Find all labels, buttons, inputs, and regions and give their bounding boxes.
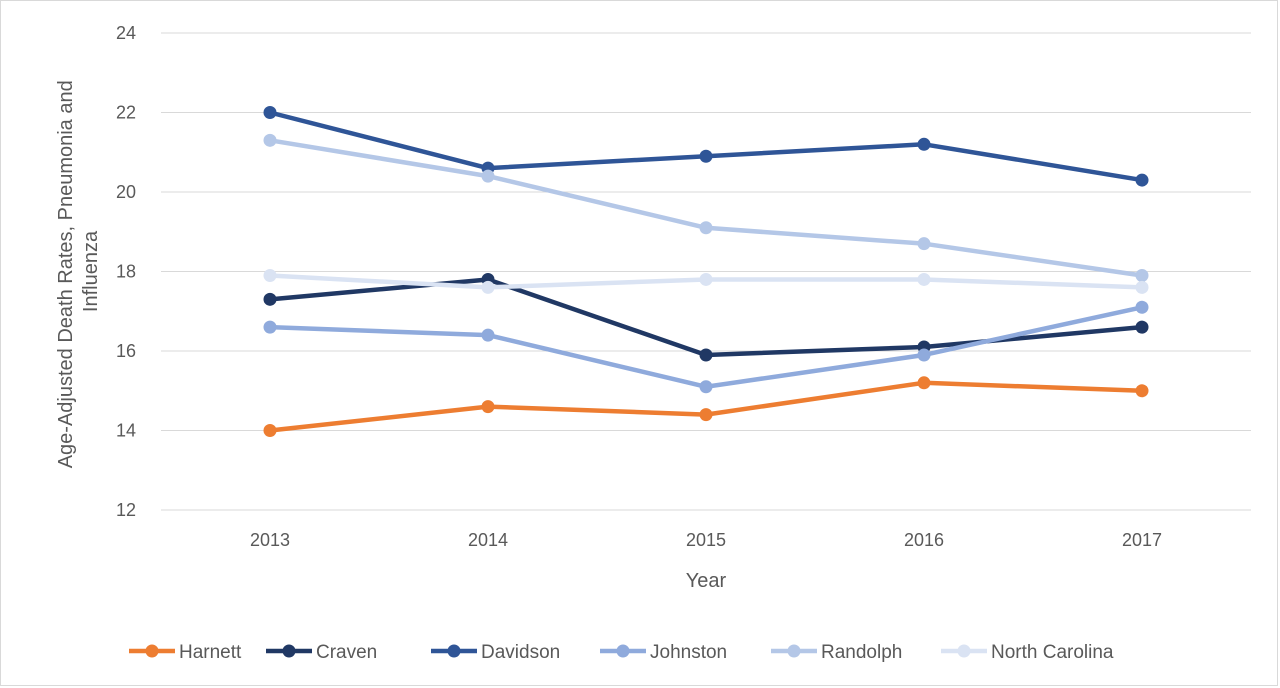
series-north-carolina bbox=[263, 268, 1149, 294]
x-tick-label: 2015 bbox=[686, 530, 726, 550]
y-axis-ticks: 12 14 16 18 20 22 24 bbox=[116, 23, 136, 520]
gridlines bbox=[161, 32, 1251, 511]
series-harnett bbox=[263, 376, 1149, 437]
series-line-johnston bbox=[267, 305, 1145, 390]
data-point-craven bbox=[699, 348, 713, 362]
data-point-harnett bbox=[263, 424, 277, 437]
legend-label: North Carolina bbox=[991, 642, 1114, 663]
data-point-craven bbox=[263, 292, 277, 306]
legend-item-johnston: Johnston bbox=[600, 642, 727, 663]
x-tick-label: 2016 bbox=[904, 530, 944, 550]
legend-swatch-marker bbox=[145, 644, 159, 658]
legend-swatch-marker bbox=[616, 644, 630, 658]
data-point-johnston bbox=[917, 348, 931, 362]
data-point-randolph bbox=[917, 237, 931, 251]
data-point-harnett bbox=[481, 400, 495, 414]
legend-swatch-marker bbox=[787, 644, 801, 658]
y-tick-label: 12 bbox=[116, 500, 136, 520]
data-point-north-carolina bbox=[917, 272, 931, 286]
y-axis-title-line-2: Influenza bbox=[80, 230, 102, 312]
y-tick-label: 16 bbox=[116, 341, 136, 361]
data-point-johnston bbox=[263, 320, 277, 334]
data-point-randolph bbox=[263, 133, 277, 147]
y-tick-label: 14 bbox=[116, 421, 136, 441]
y-tick-label: 20 bbox=[116, 182, 136, 202]
y-axis-title: Age-Adjusted Death Rates, Pneumonia and … bbox=[55, 75, 102, 469]
legend-label: Harnett bbox=[179, 642, 242, 663]
data-point-craven bbox=[1135, 320, 1149, 334]
data-point-north-carolina bbox=[699, 272, 713, 286]
data-point-johnston bbox=[1135, 300, 1149, 314]
legend-label: Craven bbox=[316, 642, 377, 663]
x-tick-label: 2014 bbox=[468, 530, 508, 550]
data-point-randolph bbox=[481, 169, 495, 183]
legend-item-randolph: Randolph bbox=[771, 642, 902, 663]
series-line-davidson bbox=[267, 110, 1145, 183]
x-axis-ticks: 2013 2014 2015 2016 2017 bbox=[250, 530, 1162, 550]
data-point-harnett bbox=[1135, 384, 1149, 398]
data-point-davidson bbox=[1135, 173, 1149, 187]
legend-swatch-marker bbox=[282, 644, 296, 658]
data-point-harnett bbox=[699, 408, 713, 422]
legend-label: Johnston bbox=[650, 642, 727, 663]
legend-item-davidson: Davidson bbox=[431, 642, 560, 663]
data-point-johnston bbox=[699, 380, 713, 394]
series-line-craven bbox=[267, 277, 1145, 358]
data-point-harnett bbox=[917, 376, 931, 390]
data-point-north-carolina bbox=[481, 280, 495, 294]
legend-item-north-carolina: North Carolina bbox=[941, 642, 1114, 663]
series-davidson bbox=[263, 106, 1149, 187]
series-group bbox=[263, 106, 1149, 437]
legend-label: Davidson bbox=[481, 642, 560, 663]
legend-swatch-marker bbox=[447, 644, 461, 658]
y-tick-label: 22 bbox=[116, 103, 136, 123]
legend-swatch-marker bbox=[957, 644, 971, 658]
series-randolph bbox=[263, 133, 1149, 282]
x-tick-label: 2013 bbox=[250, 530, 290, 550]
x-axis-title: Year bbox=[686, 570, 727, 592]
legend-label: Randolph bbox=[821, 642, 902, 663]
data-point-randolph bbox=[1135, 268, 1149, 282]
series-johnston bbox=[263, 300, 1149, 394]
y-tick-label: 18 bbox=[116, 262, 136, 282]
legend-item-harnett: Harnett bbox=[129, 642, 242, 663]
x-tick-label: 2017 bbox=[1122, 530, 1162, 550]
data-point-randolph bbox=[699, 221, 713, 235]
data-point-davidson bbox=[699, 149, 713, 163]
data-point-north-carolina bbox=[1135, 280, 1149, 294]
data-point-davidson bbox=[263, 106, 277, 119]
data-point-davidson bbox=[917, 137, 931, 151]
series-craven bbox=[263, 272, 1149, 362]
y-axis-title-line-1: Age-Adjusted Death Rates, Pneumonia and bbox=[55, 80, 77, 468]
data-point-north-carolina bbox=[263, 268, 277, 282]
data-point-johnston bbox=[481, 328, 495, 342]
y-tick-label: 24 bbox=[116, 23, 136, 43]
legend-item-craven: Craven bbox=[266, 642, 377, 663]
legend: Harnett Craven Davidson Johnston Randolph Nor… bbox=[129, 642, 1114, 663]
